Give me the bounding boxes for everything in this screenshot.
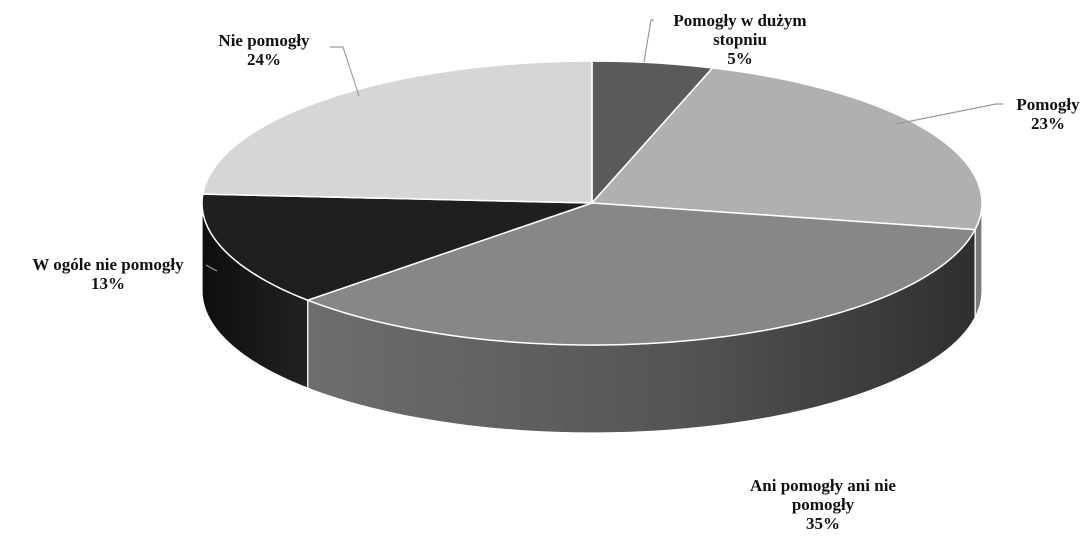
pie-slice-2 [305, 202, 977, 346]
data-label-0-line-1: stopniu [713, 30, 767, 49]
pie-slice-3 [201, 193, 593, 302]
data-label-0-line-0: Pomogły w dużym [673, 11, 806, 30]
data-labels: Pomogły w dużym stopniu 5% Pomogły 23% Ani po… [32, 11, 1080, 533]
data-label-1-line-1: 23% [1031, 114, 1065, 133]
data-label-3: W ogóle nie pomogły 13% [32, 255, 184, 293]
data-label-2: Ani pomogły ani nie pomogły 35% [750, 476, 896, 533]
data-label-0-line-2: 5% [727, 49, 753, 68]
leader-line-0 [643, 19, 654, 63]
pie-tops [201, 60, 983, 346]
pie-slice-1 [590, 67, 983, 231]
data-label-2-line-2: 35% [806, 514, 840, 533]
data-label-3-line-0: W ogóle nie pomogły [32, 255, 184, 274]
data-label-2-line-0: Ani pomogły ani nie [750, 476, 896, 495]
data-label-4: Nie pomogły 24% [218, 31, 310, 69]
pie-slice-0 [591, 60, 715, 205]
data-label-4-line-0: Nie pomogły [218, 31, 310, 50]
pie-slice-4 [201, 60, 593, 204]
leader-lines [205, 19, 1003, 272]
leader-line-3 [205, 264, 218, 272]
data-label-0: Pomogły w dużym stopniu 5% [673, 11, 806, 68]
leader-line-4 [330, 46, 360, 97]
data-label-1: Pomogły 23% [1016, 95, 1080, 133]
data-label-4-line-1: 24% [247, 50, 281, 69]
data-label-2-line-1: pomogły [792, 495, 855, 514]
leader-line-1 [895, 103, 1003, 125]
data-label-1-line-0: Pomogły [1016, 95, 1080, 114]
data-label-3-line-1: 13% [91, 274, 125, 293]
